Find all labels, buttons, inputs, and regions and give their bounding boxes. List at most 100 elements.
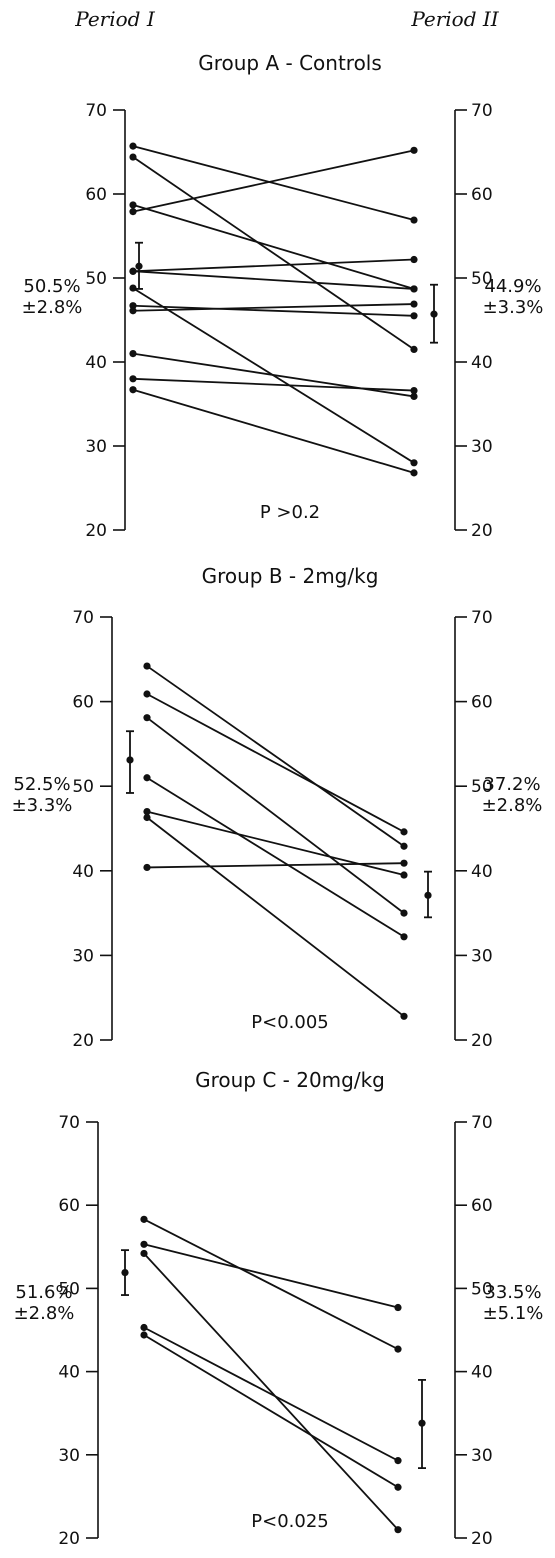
panel-group-c: Group C - 20mg/kg 20 20 30 30 40 40 50 50 60 60 70 7…: [14, 1068, 544, 1549]
period-ii-point-9: [410, 392, 418, 401]
series-line-3: [146, 776, 405, 938]
series-line-3: [143, 1326, 399, 1462]
right-tick-label: 50: [471, 1279, 493, 1299]
panel-group-b: Group B - 2mg/kg 20 20 30 30 40 40 50 50 60 60 70 70…: [12, 564, 543, 1051]
period-i-point-4: [143, 807, 151, 816]
left-tick-label: 30: [58, 1446, 80, 1466]
period-ii-point-8: [410, 300, 418, 308]
left-tick-label: 60: [72, 693, 94, 713]
chart-title: Group A - Controls: [198, 51, 382, 75]
series-line-2: [146, 716, 405, 914]
series-line-0: [146, 665, 405, 848]
left-tick-label: 20: [58, 1529, 80, 1549]
period-i-point-2: [140, 1249, 148, 1258]
period-i-point-0: [140, 1215, 148, 1223]
right-tick-label: 20: [471, 1529, 493, 1549]
series-line-5: [132, 270, 415, 290]
period-ii-point-0: [394, 1345, 402, 1353]
series-line-9: [132, 352, 415, 398]
right-mean-label: 44.9%: [484, 276, 541, 297]
period-i-point-4: [140, 1331, 148, 1339]
left-tick-label: 20: [85, 521, 107, 541]
left-mean-point: [121, 1268, 129, 1277]
right-tick-label: 40: [471, 353, 493, 373]
right-tick-label: 70: [471, 1113, 493, 1133]
period-ii-point-0: [410, 216, 418, 224]
period-i-point-6: [129, 284, 137, 292]
series-line-6: [146, 862, 405, 869]
period-i-point-1: [140, 1240, 148, 1248]
period-ii-point-6: [400, 859, 408, 867]
series-line-4: [143, 1334, 399, 1489]
period-i-point-1: [143, 690, 151, 698]
series-line-4: [132, 258, 415, 273]
right-mean-point: [430, 310, 438, 318]
period-i-point-8: [129, 307, 137, 315]
period-ii-point-7: [410, 312, 418, 320]
period-ii-point-0: [400, 842, 408, 850]
left-tick-label: 70: [58, 1113, 80, 1133]
right-tick-label: 30: [471, 437, 493, 457]
left-sem-label: ±3.3%: [12, 795, 73, 816]
period-ii-point-4: [394, 1483, 402, 1491]
left-mean-point: [135, 262, 143, 270]
period-i-point-1: [129, 153, 137, 161]
left-mean-label: 51.6%: [15, 1282, 72, 1303]
series-line-8: [132, 303, 415, 312]
period-ii-point-11: [410, 469, 418, 477]
period-ii-point-1: [394, 1303, 402, 1312]
left-mean-point: [126, 756, 134, 764]
left-tick-label: 50: [58, 1279, 80, 1299]
left-tick-label: 60: [85, 185, 107, 205]
period-ii-point-3: [400, 933, 408, 941]
series-line-2: [143, 1252, 399, 1531]
right-tick-label: 60: [471, 185, 493, 205]
series-line-2: [132, 204, 415, 290]
right-tick-label: 40: [471, 862, 493, 882]
left-tick-label: 40: [72, 862, 94, 882]
period-i-point-2: [129, 201, 137, 209]
series-line-5: [146, 816, 405, 1018]
period-i-point-3: [129, 208, 137, 216]
panel-group-a: Group A - Controls 20 20 30 30 40 40 50 50 60 60 70…: [22, 51, 544, 541]
period-ii-point-10: [410, 386, 418, 395]
right-mean-label: 33.5%: [484, 1282, 541, 1303]
period-i-label: Period I: [74, 7, 156, 31]
p-value-label: P<0.025: [251, 1511, 328, 1532]
period-ii-point-4: [410, 255, 418, 264]
period-ii-point-1: [400, 828, 408, 836]
left-mean-label: 52.5%: [13, 774, 70, 795]
period-i-point-9: [129, 350, 137, 358]
period-i-point-11: [129, 386, 137, 394]
series-line-7: [132, 304, 415, 317]
left-tick-label: 50: [72, 777, 94, 797]
right-mean-label: 37.2%: [483, 774, 540, 795]
period-ii-point-5: [410, 285, 418, 293]
right-tick-label: 60: [471, 693, 493, 713]
right-tick-label: 40: [471, 1363, 493, 1383]
left-mean-label: 50.5%: [23, 276, 80, 297]
left-sem-label: ±2.8%: [14, 1303, 75, 1324]
period-i-point-7: [129, 302, 137, 310]
right-sem-label: ±5.1%: [483, 1303, 544, 1324]
period-i-point-3: [143, 774, 151, 782]
period-i-point-10: [129, 375, 137, 383]
chart-title: Group B - 2mg/kg: [202, 564, 379, 588]
period-ii-point-6: [410, 459, 418, 467]
period-i-point-6: [143, 863, 151, 872]
left-tick-label: 40: [85, 353, 107, 373]
p-value-label: P<0.005: [251, 1012, 328, 1033]
right-mean-point: [424, 891, 432, 899]
period-i-point-0: [129, 142, 137, 150]
p-value-label: P >0.2: [260, 502, 320, 523]
left-tick-label: 30: [72, 946, 94, 966]
right-tick-label: 70: [471, 101, 493, 121]
series-line-1: [132, 156, 415, 351]
right-sem-label: ±3.3%: [483, 297, 544, 318]
series-line-0: [132, 145, 415, 221]
left-tick-label: 50: [85, 269, 107, 289]
period-ii-point-2: [394, 1526, 402, 1534]
left-sem-label: ±2.8%: [22, 297, 83, 318]
period-i-point-3: [140, 1323, 148, 1332]
